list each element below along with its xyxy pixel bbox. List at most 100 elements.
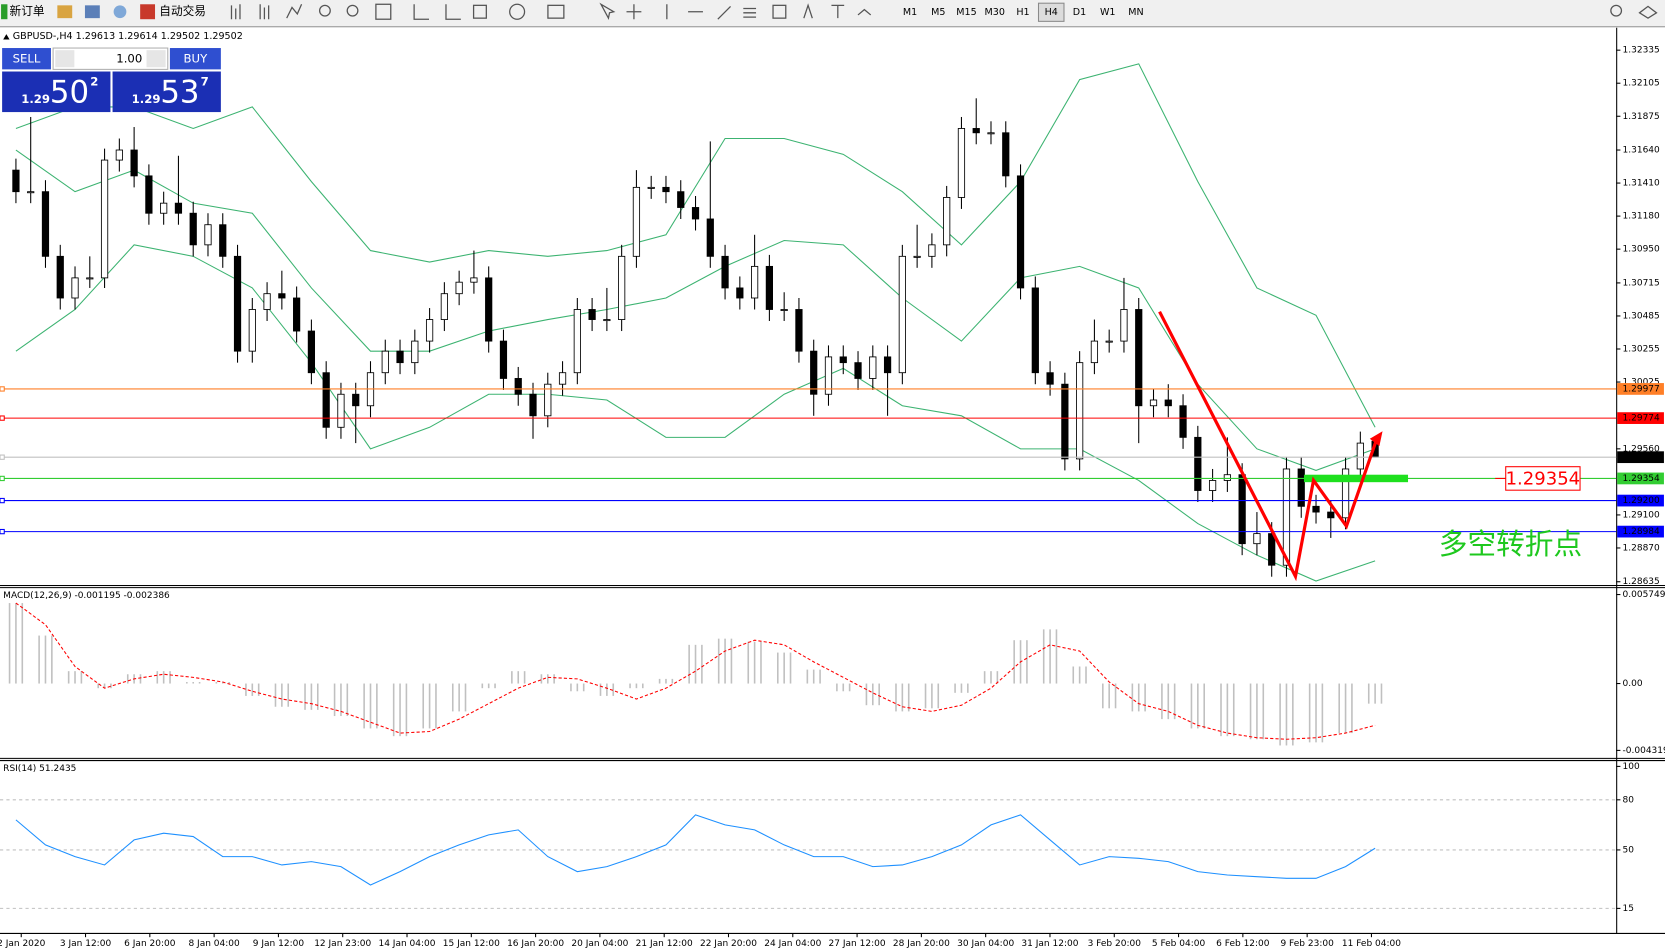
macd-signal	[15, 602, 1376, 740]
price-label: 1.29502	[1623, 453, 1660, 463]
y-tick-label: 1.31875	[1623, 112, 1660, 122]
line-marker	[0, 528, 5, 535]
messages[interactable]	[1638, 5, 1658, 19]
time-label: 9 Feb 23:00	[1280, 939, 1334, 949]
y-tick-label: 1.29100	[1623, 510, 1661, 520]
timeframe-button[interactable]: M30	[985, 7, 1005, 18]
buy-button[interactable]	[169, 48, 221, 70]
candle-body	[411, 340, 419, 364]
fibo-tool[interactable]	[772, 4, 787, 19]
search[interactable]	[1610, 4, 1623, 17]
timeframe-button[interactable]: H4	[1045, 7, 1058, 18]
sell-price-box[interactable]	[2, 71, 111, 113]
sell-button[interactable]	[2, 48, 51, 70]
price-chart-area	[0, 27, 1617, 585]
candle-body	[1194, 436, 1202, 491]
buy-label[interactable]: BUY	[184, 52, 209, 66]
price-label-bg	[1617, 383, 1664, 395]
time-label: 24 Jan 04:00	[764, 939, 821, 949]
buy-price-prefix: 1.29	[132, 92, 161, 106]
bar-chart-tool[interactable]	[230, 4, 241, 20]
candle-body	[691, 207, 700, 220]
lot-down[interactable]	[55, 50, 75, 68]
cursor[interactable]	[599, 2, 616, 21]
auto-trading-button[interactable]: 自动交易	[159, 4, 206, 18]
toolbar-icon[interactable]	[57, 5, 73, 19]
candle-body	[1268, 533, 1276, 566]
time-label: 2 Jan 2020	[0, 939, 46, 949]
zoom-in[interactable]	[318, 4, 331, 17]
candle-body	[558, 372, 567, 385]
candle-body	[1297, 468, 1305, 507]
new-order-icon[interactable]	[1, 4, 8, 20]
time-label: 11 Feb 04:00	[1342, 939, 1401, 949]
new-order-button[interactable]: 新订单	[10, 4, 45, 18]
candle-body	[41, 191, 50, 257]
candle-body	[647, 186, 655, 189]
candle-body	[1061, 383, 1069, 460]
toolbar-tools[interactable]	[230, 2, 1658, 21]
candle-body	[1031, 287, 1039, 374]
candle-body	[869, 356, 877, 379]
rsi-area	[0, 760, 1617, 933]
buy-price-box[interactable]	[112, 71, 221, 113]
toolbar-icon[interactable]	[84, 5, 100, 19]
candle-body	[839, 356, 847, 364]
zoom-out[interactable]	[346, 4, 359, 17]
lot-value[interactable]: 1.00	[116, 52, 142, 66]
timeframe-button[interactable]: MN	[1128, 7, 1143, 18]
candle-body	[470, 277, 478, 283]
candle-body	[1253, 533, 1261, 545]
timeframe-button[interactable]: W1	[1100, 7, 1116, 18]
candle-body	[883, 356, 892, 374]
price-label: 1.28984	[1623, 527, 1661, 537]
templates[interactable]	[547, 4, 565, 19]
candle-body	[56, 255, 64, 299]
time-label: 20 Jan 04:00	[571, 939, 628, 949]
price-label-bg	[1617, 525, 1664, 538]
price-callout: 1.29354	[1506, 468, 1581, 489]
line-marker	[0, 497, 5, 504]
tile-windows[interactable]	[375, 3, 392, 20]
timeframe-button[interactable]: M1	[903, 7, 917, 18]
y-tick-label: 0.00	[1623, 679, 1643, 689]
timeframe-button[interactable]: M5	[931, 7, 945, 18]
lot-up[interactable]	[146, 50, 166, 68]
candle-body	[130, 149, 138, 177]
drawing-tools[interactable]	[626, 4, 757, 20]
candle-body	[396, 350, 404, 364]
chart-collapse-icon	[3, 34, 10, 40]
candle-body	[233, 255, 242, 352]
timeframe-button[interactable]: M15	[956, 7, 976, 18]
indicators[interactable]	[472, 4, 487, 19]
time-axis	[0, 932, 1665, 950]
candle-body	[632, 186, 641, 257]
sell-label[interactable]: SELL	[13, 52, 41, 66]
lot-field[interactable]	[52, 47, 169, 70]
timeframe-button[interactable]: D1	[1073, 7, 1086, 18]
zigzag-drawing[interactable]	[1158, 310, 1379, 582]
candle-body	[145, 175, 153, 214]
macd-header: MACD(12,26,9) -0.001195 -0.002386	[3, 591, 170, 601]
text-tools[interactable]	[803, 3, 872, 19]
candle-body	[278, 293, 286, 299]
candle-tool[interactable]	[259, 4, 270, 20]
candle-body	[115, 149, 123, 161]
timeframe-button[interactable]: H1	[1016, 7, 1029, 18]
candle-body	[957, 128, 966, 198]
price-label-bg	[1617, 412, 1664, 424]
candle-body	[322, 372, 330, 428]
scroll-tool[interactable]	[413, 4, 461, 20]
arrow-head	[1369, 431, 1383, 447]
line-tool[interactable]	[286, 4, 303, 19]
y-tick-label: 1.30715	[1623, 278, 1660, 288]
auto-trading-icon[interactable]	[140, 4, 156, 20]
sell-price-pips: 50	[50, 74, 89, 110]
time-label: 27 Jan 12:00	[829, 939, 886, 949]
periods[interactable]	[509, 3, 526, 20]
candle-body	[1164, 399, 1172, 407]
time-label: 28 Jan 20:00	[893, 939, 950, 949]
y-tick-label: 1.28870	[1623, 543, 1661, 553]
toolbar-icon[interactable]	[113, 5, 127, 19]
